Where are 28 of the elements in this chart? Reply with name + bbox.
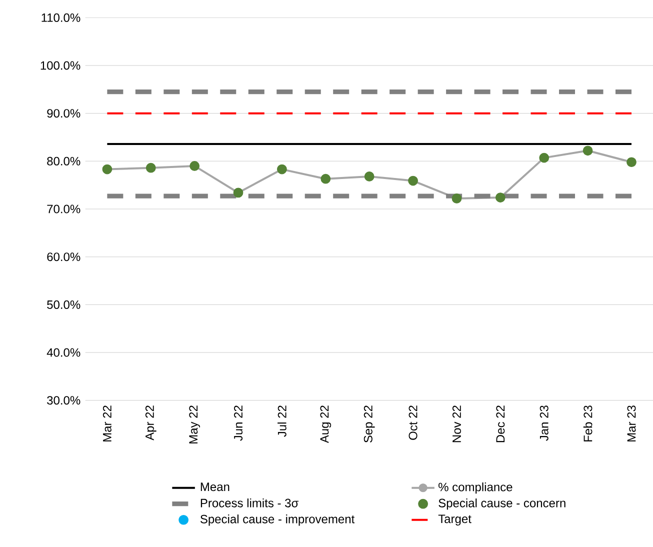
y-tick-label: 110.0% [42, 13, 80, 22]
y-tick-label: 60.0% [47, 252, 80, 262]
x-tick-label: Nov 22 [452, 406, 461, 442]
x-tick-label: Mar 22 [102, 406, 112, 442]
x-tick-label: Jul 22 [278, 406, 286, 437]
x-tick-label: Dec 22 [496, 406, 505, 442]
legend-label: % compliance [438, 482, 512, 494]
legend-label: Mean [200, 482, 230, 492]
legend-label: Target [438, 514, 472, 526]
y-tick-label: 70.0% [47, 204, 80, 214]
x-tick-label: Oct 22 [408, 406, 418, 440]
x-tick-label: Apr 22 [145, 406, 156, 440]
legend-label: Special cause - improvement [200, 514, 355, 526]
legend-label: Process limits - 3σ [200, 498, 298, 508]
x-tick-label: Mar 23 [627, 406, 636, 442]
x-tick-label: Jan 23 [540, 406, 548, 441]
x-tick-label: Jun 22 [234, 406, 243, 441]
legend-label: Special cause - concern [438, 498, 566, 510]
y-tick-label: 30.0% [47, 396, 80, 405]
x-tick-label: Feb 23 [583, 406, 592, 442]
y-tick-label: 80.0% [47, 156, 80, 166]
y-tick-label: 40.0% [46, 348, 80, 357]
x-tick-label: Sep 22 [364, 406, 375, 443]
y-tick-label: 100.0% [40, 61, 80, 70]
x-tick-label: May 22 [189, 406, 200, 444]
y-tick-label: 50.0% [47, 300, 80, 309]
x-tick-label: Aug 22 [320, 406, 332, 444]
y-tick-label: 90.0% [47, 109, 80, 118]
